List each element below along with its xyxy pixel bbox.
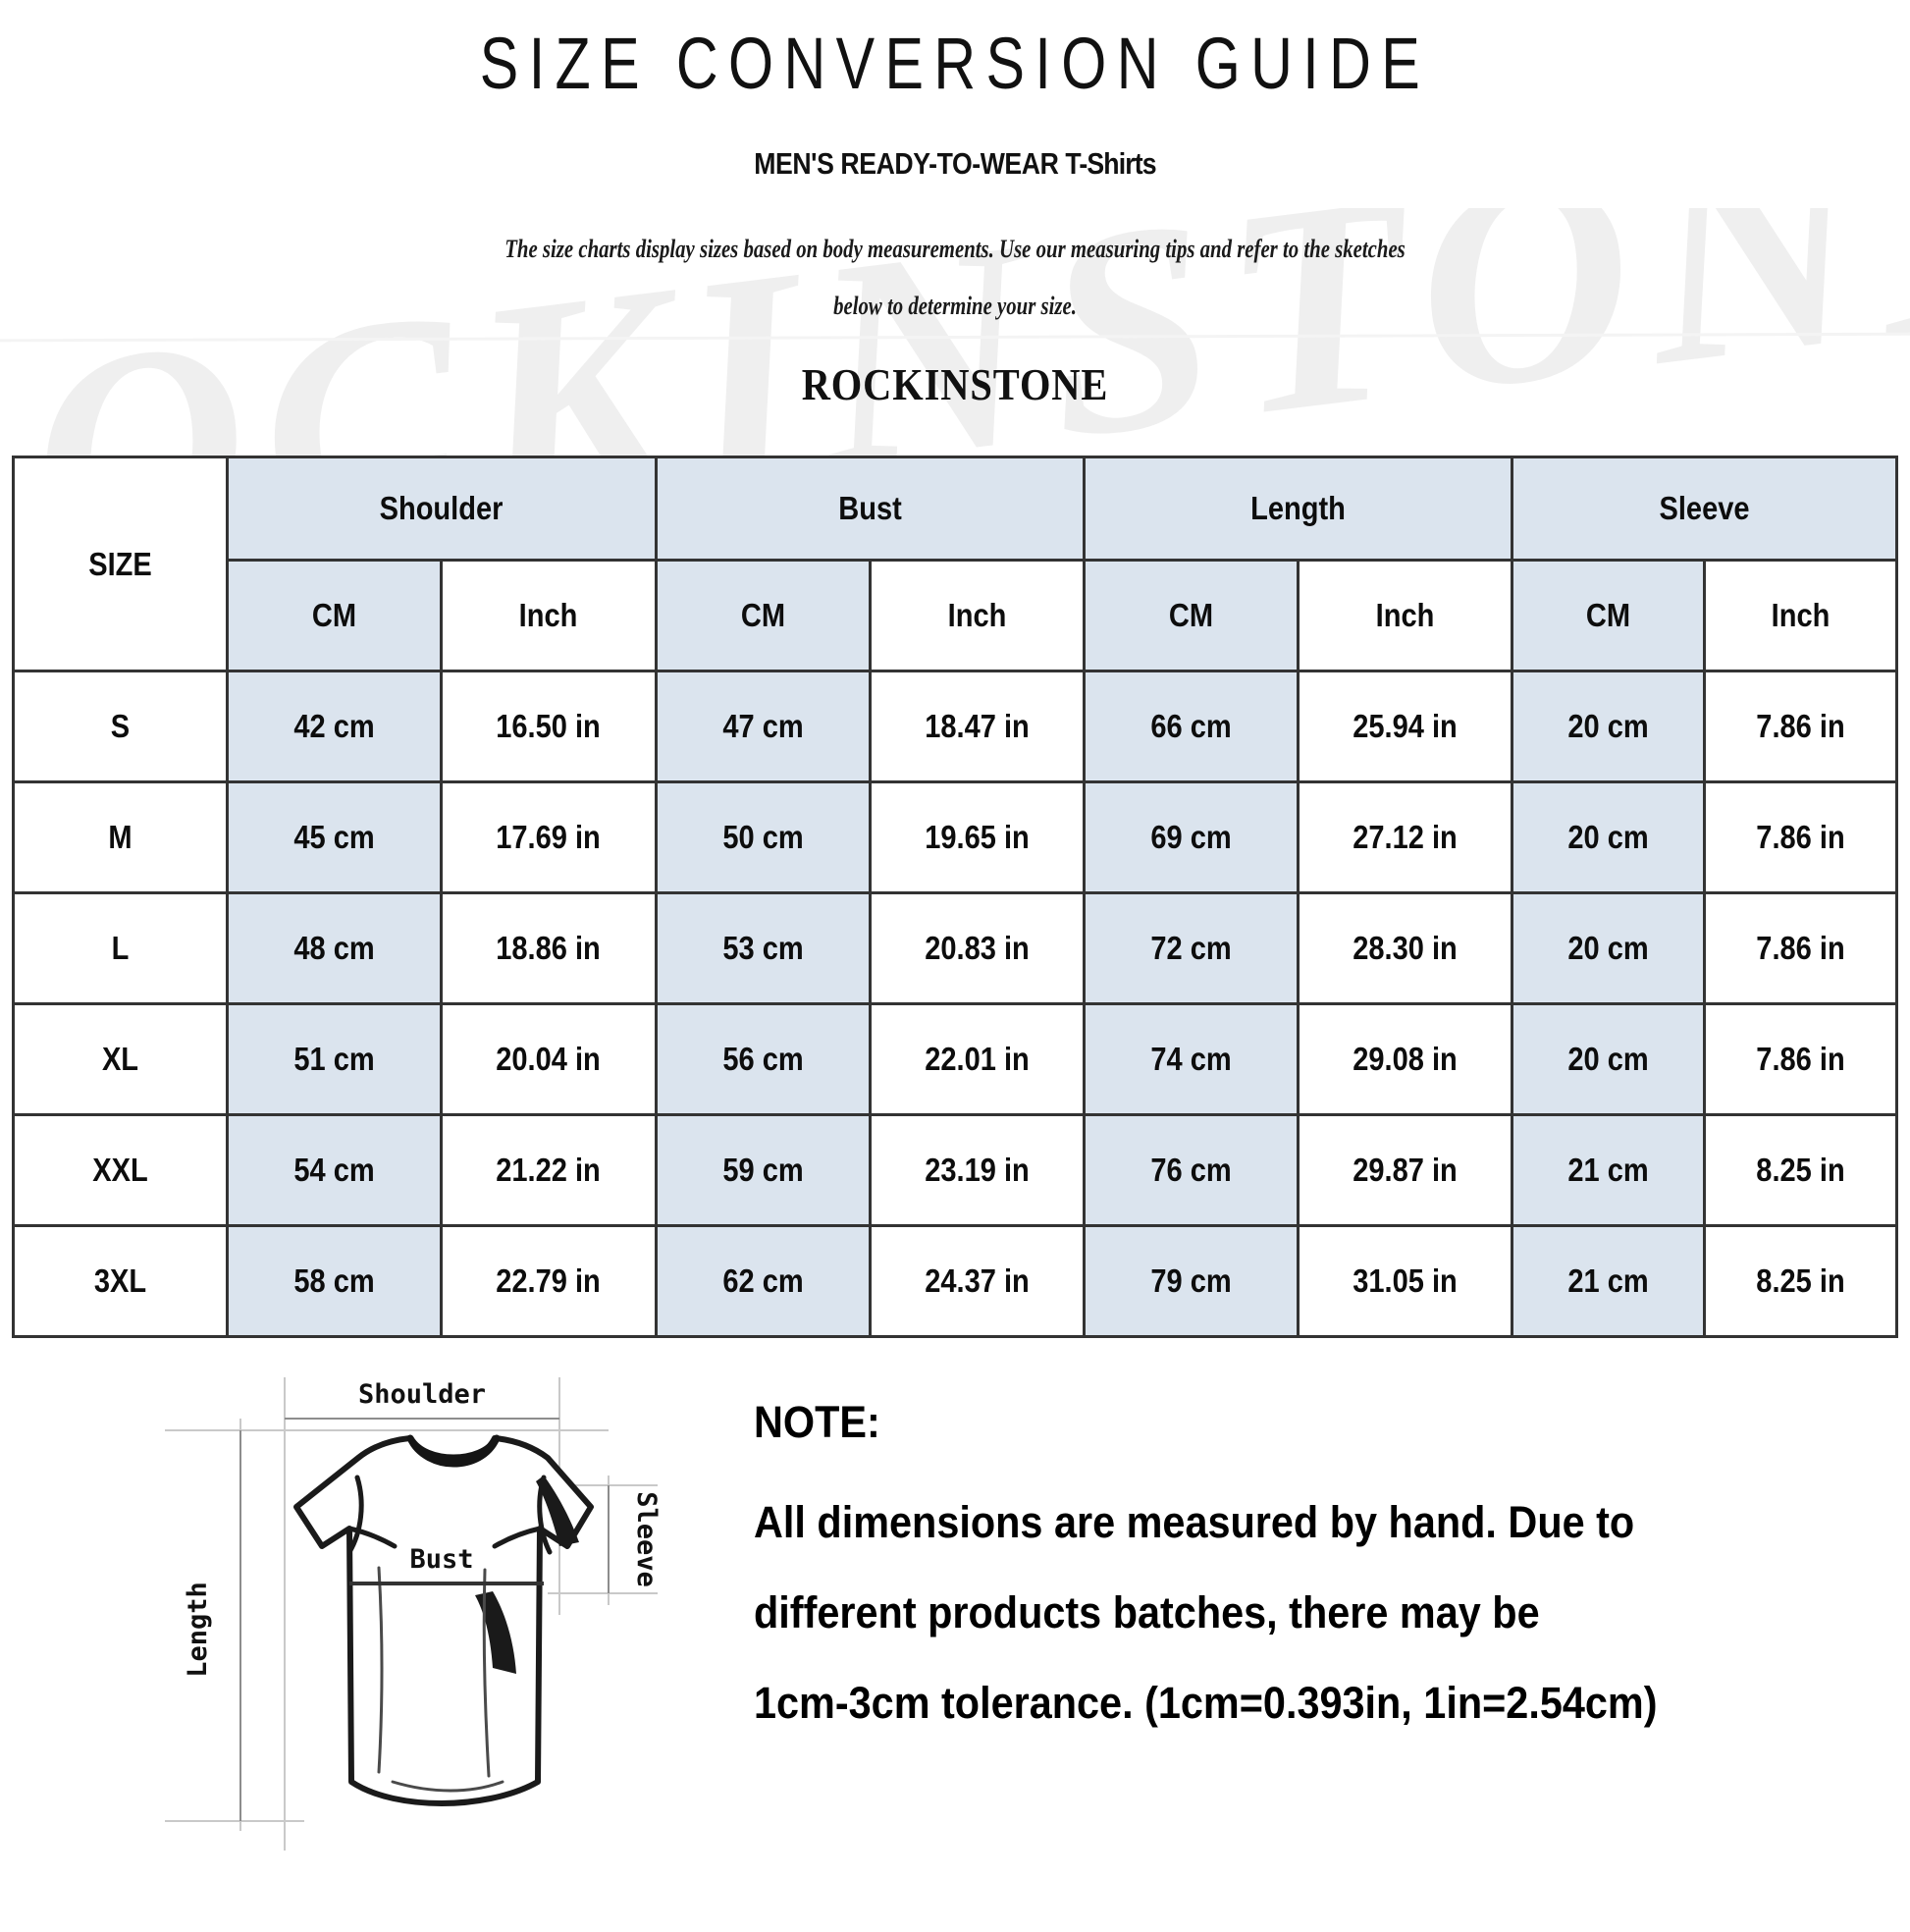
cell-length-in: 25.94 in <box>1296 670 1513 783</box>
cell-length-in: 27.12 in <box>1296 780 1513 894</box>
cell-length-cm: 72 cm <box>1082 891 1300 1005</box>
header-group-bust: Bust <box>654 456 1086 562</box>
cell-length-cm: 66 cm <box>1082 670 1300 783</box>
cell-shoulder-cm: 54 cm <box>226 1113 444 1227</box>
header-size: SIZE <box>12 456 230 672</box>
table-unit-header-row: CM Inch CM Inch CM Inch CM Inch <box>14 559 1898 672</box>
subtitle-category: MEN'S READY-TO-WEAR <box>754 146 1066 181</box>
cell-shoulder-in: 16.50 in <box>440 670 658 783</box>
cell-length-in: 29.08 in <box>1296 1002 1513 1116</box>
cell-bust-cm: 53 cm <box>654 891 872 1005</box>
cell-bust-in: 22.01 in <box>868 1002 1086 1116</box>
page-description: The size charts display sizes based on b… <box>405 221 1505 335</box>
cell-shoulder-cm: 51 cm <box>226 1002 444 1116</box>
bottom-section: Shoulder Bust Length Sleeve NOTE: All di… <box>0 1360 1910 1851</box>
diagram-label-sleeve: Sleeve <box>631 1491 662 1587</box>
table-row: M 45 cm 17.69 in 50 cm 19.65 in 69 cm 27.12 in… <box>12 780 1898 894</box>
cell-bust-in: 20.83 in <box>868 891 1086 1005</box>
table-row: 3XL 58 cm 22.79 in 62 cm 24.37 in 79 cm 31.05 … <box>12 1224 1898 1338</box>
cell-sleeve-in: 7.86 in <box>1702 670 1898 783</box>
cell-size: XXL <box>12 1113 230 1227</box>
header-group-shoulder: Shoulder <box>226 456 658 562</box>
cell-size: M <box>12 780 230 894</box>
cell-bust-in: 19.65 in <box>868 780 1086 894</box>
cell-shoulder-cm: 45 cm <box>226 780 444 894</box>
page-title: SIZE CONVERSION GUIDE <box>479 23 1431 104</box>
header-group-length: Length <box>1082 456 1513 562</box>
note-line-1: All dimensions are measured by hand. Due… <box>754 1497 1635 1547</box>
cell-sleeve-cm: 20 cm <box>1510 1002 1706 1116</box>
header-unit-bust-inch: Inch <box>868 559 1086 672</box>
header-unit-sleeve-cm: CM <box>1510 559 1706 672</box>
header-unit-length-inch: Inch <box>1296 559 1513 672</box>
diagram-label-length: Length <box>183 1582 213 1678</box>
table-row: L 48 cm 18.86 in 53 cm 20.83 in 72 cm 28.30 in… <box>12 891 1898 1005</box>
cell-bust-cm: 59 cm <box>654 1113 872 1227</box>
note-line-2: different products batches, there may be <box>754 1587 1540 1637</box>
table-body: S 42 cm 16.50 in 47 cm 18.47 in 66 cm 25.94 in… <box>12 670 1898 1338</box>
header-unit-sleeve-inch: Inch <box>1702 559 1898 672</box>
description-line-1: The size charts display sizes based on b… <box>504 235 1406 263</box>
cell-sleeve-in: 8.25 in <box>1702 1224 1898 1338</box>
cell-sleeve-cm: 20 cm <box>1510 891 1706 1005</box>
page-subtitle: MEN'S READY-TO-WEAR T-Shirts <box>133 146 1777 182</box>
table-row: XXL 54 cm 21.22 in 59 cm 23.19 in 76 cm 29.87 … <box>12 1113 1898 1227</box>
cell-sleeve-cm: 20 cm <box>1510 670 1706 783</box>
cell-bust-in: 18.47 in <box>868 670 1086 783</box>
cell-bust-in: 23.19 in <box>868 1113 1086 1227</box>
cell-length-cm: 69 cm <box>1082 780 1300 894</box>
description-line-2: below to determine your size. <box>833 292 1077 320</box>
cell-shoulder-in: 20.04 in <box>440 1002 658 1116</box>
table-group-header-row: SIZE Shoulder Bust Length Sleeve <box>12 456 1898 672</box>
cell-shoulder-in: 21.22 in <box>440 1113 658 1227</box>
cell-size: L <box>12 891 230 1005</box>
cell-shoulder-cm: 42 cm <box>226 670 444 783</box>
header-group-sleeve: Sleeve <box>1510 456 1898 562</box>
cell-sleeve-cm: 21 cm <box>1510 1224 1706 1338</box>
note-block: NOTE: All dimensions are measured by han… <box>754 1377 1873 1748</box>
cell-size: 3XL <box>12 1224 230 1338</box>
cell-length-in: 31.05 in <box>1296 1224 1513 1338</box>
header-unit-bust-cm: CM <box>654 559 872 672</box>
tshirt-measurement-diagram: Shoulder Bust Length Sleeve <box>147 1360 697 1851</box>
cell-sleeve-cm: 20 cm <box>1510 780 1706 894</box>
note-heading: NOTE: <box>754 1397 880 1447</box>
cell-sleeve-in: 7.86 in <box>1702 891 1898 1005</box>
note-line-3: 1cm-3cm tolerance. (1cm=0.393in, 1in=2.5… <box>754 1678 1658 1728</box>
cell-bust-cm: 50 cm <box>654 780 872 894</box>
cell-size: XL <box>12 1002 230 1116</box>
cell-shoulder-cm: 48 cm <box>226 891 444 1005</box>
cell-length-in: 29.87 in <box>1296 1113 1513 1227</box>
size-conversion-table: SIZE Shoulder Bust Length Sleeve CM Inch <box>12 456 1898 1338</box>
subtitle-product: T-Shirts <box>1065 146 1156 181</box>
cell-shoulder-in: 17.69 in <box>440 780 658 894</box>
cell-bust-cm: 62 cm <box>654 1224 872 1338</box>
cell-sleeve-in: 7.86 in <box>1702 1002 1898 1116</box>
header-unit-shoulder-inch: Inch <box>440 559 658 672</box>
cell-sleeve-cm: 21 cm <box>1510 1113 1706 1227</box>
cell-bust-cm: 56 cm <box>654 1002 872 1116</box>
cell-size: S <box>12 670 230 783</box>
diagram-label-shoulder: Shoulder <box>358 1379 486 1410</box>
cell-bust-cm: 47 cm <box>654 670 872 783</box>
cell-length-cm: 79 cm <box>1082 1224 1300 1338</box>
cell-shoulder-cm: 58 cm <box>226 1224 444 1338</box>
cell-shoulder-in: 22.79 in <box>440 1224 658 1338</box>
cell-length-cm: 74 cm <box>1082 1002 1300 1116</box>
cell-bust-in: 24.37 in <box>868 1224 1086 1338</box>
cell-length-cm: 76 cm <box>1082 1113 1300 1227</box>
header-unit-length-cm: CM <box>1082 559 1300 672</box>
cell-sleeve-in: 7.86 in <box>1702 780 1898 894</box>
cell-shoulder-in: 18.86 in <box>440 891 658 1005</box>
table-row: XL 51 cm 20.04 in 56 cm 22.01 in 74 cm 29.08 i… <box>12 1002 1898 1116</box>
brand-name: ROCKINSTONE <box>801 359 1109 409</box>
table-row: S 42 cm 16.50 in 47 cm 18.47 in 66 cm 25.94 in… <box>12 670 1898 783</box>
header-unit-shoulder-cm: CM <box>226 559 444 672</box>
cell-length-in: 28.30 in <box>1296 891 1513 1005</box>
diagram-label-bust: Bust <box>409 1544 473 1575</box>
cell-sleeve-in: 8.25 in <box>1702 1113 1898 1227</box>
